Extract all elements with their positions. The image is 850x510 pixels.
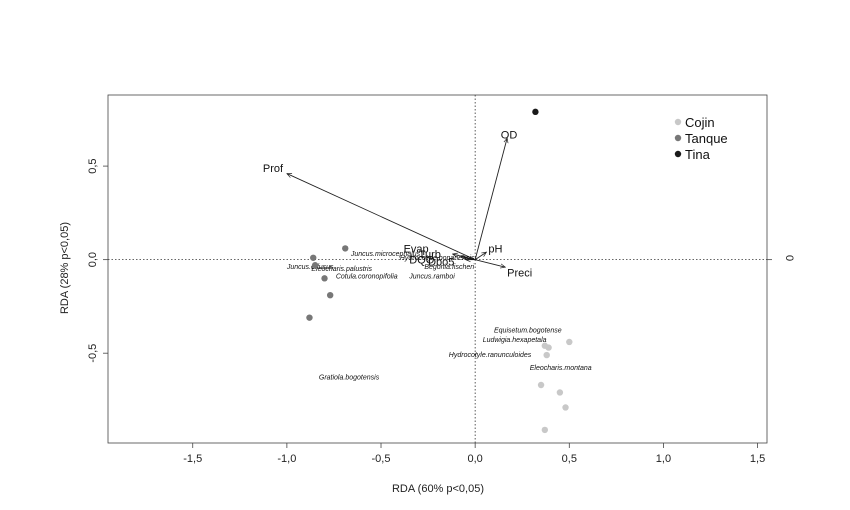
x-tick-label: 0,0	[468, 453, 483, 465]
legend-label: Tanque	[685, 131, 728, 146]
species-label: Juncus.microcephalus	[350, 251, 421, 258]
vector-arrow	[474, 252, 486, 261]
y-tick-label: -0,5	[87, 344, 99, 363]
vector-label: OD	[501, 129, 518, 141]
vector-label: DQO	[409, 255, 435, 267]
species-label: Eleocharis.palustris	[311, 266, 372, 273]
species-label: Hydrocotyle.ranunculoides	[449, 352, 532, 359]
legend-marker	[674, 134, 682, 142]
vector-label: Turb	[419, 249, 441, 261]
reference-lines	[108, 95, 767, 443]
point-cojin	[543, 351, 550, 359]
vector-label: Preci	[507, 268, 532, 280]
point-cojin	[541, 426, 549, 434]
point-tanque	[321, 275, 328, 282]
vector-arrow	[287, 173, 476, 261]
species-label: Gratiola.bogotensis	[319, 375, 380, 382]
vector-label: Prof	[263, 163, 284, 175]
species-label: Juncus.effusus	[286, 264, 334, 271]
point-tanque	[326, 291, 334, 299]
x-tick-label: -0,5	[372, 453, 391, 465]
legend-marker	[674, 150, 682, 158]
point-tanque	[310, 254, 317, 261]
x-axis-label: RDA (60% p<0,05)	[392, 483, 484, 495]
plot-frame	[107, 94, 768, 444]
species-label: Hydrocotyle.bonariensis	[400, 255, 475, 262]
point-tanque	[342, 245, 349, 252]
species-label: Cotula.coronopifolia	[336, 273, 398, 280]
species-labels: Equisetum.bogotense Ludwigia.hexapetala Hy…	[286, 251, 592, 381]
y-tick-label: 0,5	[87, 158, 99, 173]
right-axis-label: 0	[783, 255, 795, 261]
legend-label: Tina	[685, 147, 711, 162]
point-cojin	[566, 338, 573, 346]
y-axis-label: RDA (28% p<0,05)	[59, 222, 71, 314]
point-cojin	[537, 381, 545, 389]
vector-arrow	[475, 259, 505, 267]
y-tick-label: 0,0	[87, 252, 99, 267]
x-tick-label: -1,5	[183, 453, 202, 465]
x-tick-label: 1,0	[656, 453, 671, 465]
point-tina	[532, 108, 539, 116]
point-cojin	[545, 344, 552, 351]
vector-arrow	[474, 138, 507, 260]
axes: -1,5 -1,0 -0,5 0,0 0,5 1,0 1,5 -0,5 0,0 0,5	[87, 158, 772, 465]
x-tick-label: 1,5	[750, 453, 765, 465]
point-cojin	[562, 404, 569, 411]
legend-label: Cojin	[685, 115, 715, 130]
species-label: Eleocharis.montana	[530, 365, 592, 372]
species-label: Juncus.ramboi	[408, 273, 455, 280]
point-tanque	[306, 314, 313, 321]
legend-marker	[674, 118, 682, 126]
x-tick-label: 0,5	[562, 453, 577, 465]
species-label: Equisetum.bogotense	[494, 328, 562, 335]
vector-label: Evap	[404, 243, 429, 255]
site-points	[306, 108, 573, 434]
vector-label: pH	[488, 243, 502, 255]
species-label: Begonia.fischeri	[424, 264, 474, 271]
point-tanque	[311, 262, 319, 269]
species-label: Ludwigia.hexapetala	[483, 337, 547, 344]
x-tick-label: -1,0	[277, 453, 296, 465]
point-cojin	[556, 389, 564, 396]
vector-label: Dbo5	[428, 257, 454, 269]
